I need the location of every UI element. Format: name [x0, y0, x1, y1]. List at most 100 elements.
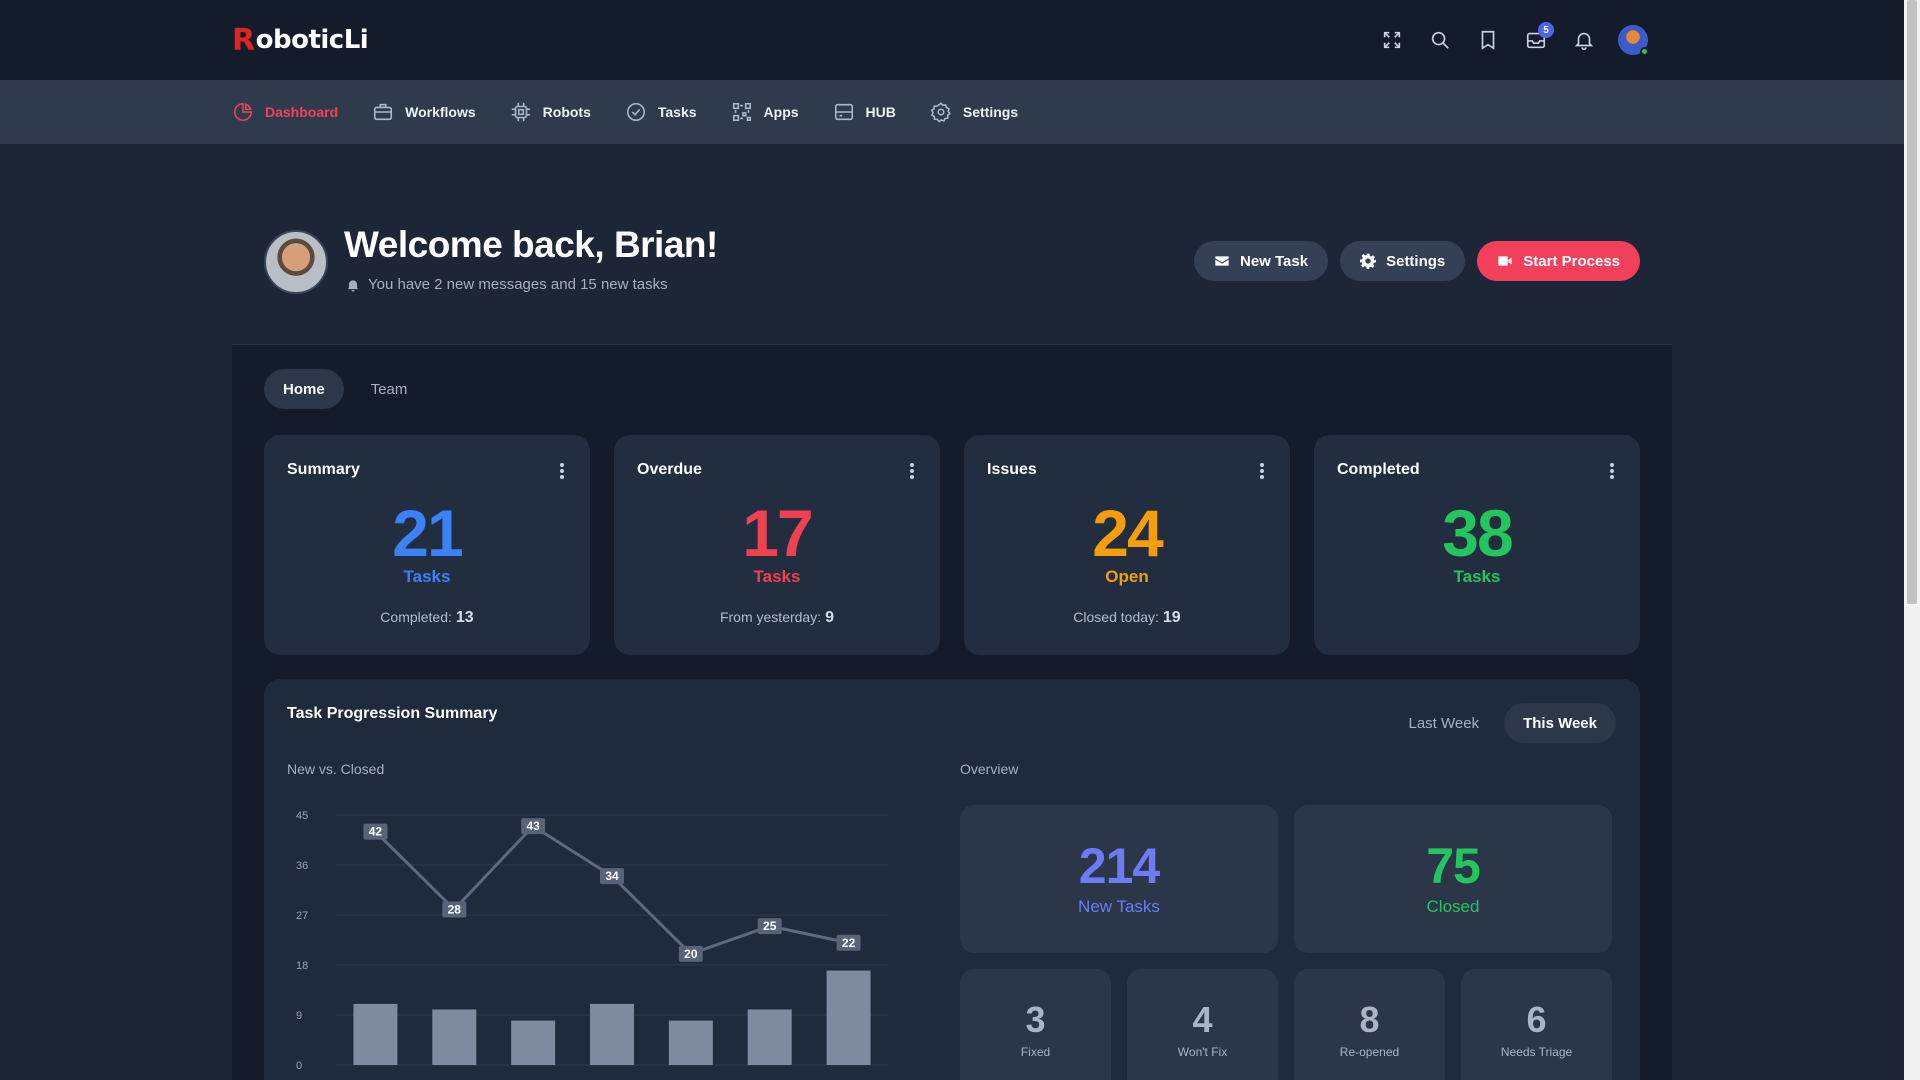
gear-icon	[930, 102, 951, 123]
new-task-label: New Task	[1240, 252, 1309, 270]
card-unit: Open	[1105, 567, 1149, 586]
stat-cards: Summary 21 Tasks Completed: 13 Overdue 17…	[264, 435, 1640, 655]
nav-item-workflows[interactable]: Workflows	[372, 101, 476, 123]
new-vs-closed-chart: 0918273645MonTueWedThuFriSatSun422843342…	[296, 810, 888, 1072]
check-circle-icon	[626, 102, 645, 122]
nav-item-hub[interactable]: HUB	[833, 101, 896, 123]
chip-icon	[511, 102, 530, 122]
issues-card: Issues 24 Open Closed today: 19	[964, 435, 1290, 655]
data-label: 34	[605, 869, 619, 883]
card-title: Completed	[1337, 461, 1420, 478]
card-footer-label: From yesterday:	[719, 609, 822, 625]
card-value: 24	[1092, 496, 1163, 570]
nav-item-dashboard[interactable]: Dashboard	[232, 101, 338, 123]
data-label: 20	[684, 947, 698, 961]
card-footer-label: Completed:	[380, 609, 452, 625]
y-tick-label: 0	[296, 1060, 302, 1072]
card-unit: Tasks	[403, 567, 451, 586]
scrollbar-thumb[interactable]	[1907, 0, 1917, 604]
inbox-icon[interactable]: 5	[1522, 22, 1554, 56]
fixed-label: Fixed	[1020, 1045, 1051, 1059]
user-avatar[interactable]	[1618, 25, 1649, 56]
data-label: 28	[448, 902, 462, 916]
bar	[826, 970, 871, 1065]
nav-item-settings[interactable]: Settings	[930, 101, 1018, 123]
nav-label: Dashboard	[265, 104, 339, 120]
bar	[432, 1009, 477, 1065]
tab-home[interactable]: Home	[264, 369, 344, 409]
new-tasks-tile: 214 New Tasks	[960, 805, 1278, 953]
nav-item-robots[interactable]: Robots	[510, 101, 591, 123]
view-tabs: Home Team	[264, 369, 426, 409]
nav-item-apps[interactable]: Apps	[731, 101, 799, 123]
logo-mark: R	[232, 22, 255, 58]
data-label: 43	[526, 819, 540, 833]
card-value: 38	[1442, 496, 1513, 570]
new-task-button[interactable]: New Task	[1194, 241, 1329, 281]
data-label-box	[836, 934, 861, 951]
card-value: 21	[392, 496, 463, 570]
fixed-tile: 3 Fixed	[960, 969, 1111, 1080]
top-bar: R oboticLi 5	[0, 0, 1904, 80]
card-footer-label: Closed today:	[1073, 609, 1159, 625]
settings-button[interactable]: Settings	[1340, 241, 1466, 281]
online-status-dot	[1640, 47, 1649, 56]
start-process-button[interactable]: Start Process	[1477, 241, 1640, 281]
more-icon[interactable]	[1260, 463, 1264, 479]
welcome-header: Welcome back, Brian! You have 2 new mess…	[232, 200, 1672, 345]
page-title: Welcome back, Brian!	[344, 224, 718, 265]
data-label: 25	[763, 919, 777, 933]
period-tabs: Last Week This Week	[1389, 703, 1616, 743]
needs-triage-value: 6	[1526, 999, 1547, 1040]
app-logo[interactable]: R oboticLi	[232, 22, 369, 58]
tab-team[interactable]: Team	[370, 380, 408, 398]
data-label-box	[600, 868, 624, 885]
server-icon	[834, 103, 853, 121]
closed-label: Closed	[1426, 897, 1480, 916]
y-tick-label: 45	[296, 810, 308, 822]
mail-icon	[1215, 256, 1229, 266]
card-footer: From yesterday: 9	[614, 609, 940, 627]
more-icon[interactable]	[1610, 463, 1614, 479]
data-label-box	[442, 901, 467, 918]
tab-this-week[interactable]: This Week	[1504, 703, 1616, 743]
gear-icon	[1360, 253, 1377, 269]
bell-icon[interactable]	[1570, 24, 1598, 56]
logo-text: oboticLi	[255, 25, 369, 55]
inbox-badge: 5	[1538, 22, 1554, 38]
search-icon[interactable]	[1426, 24, 1454, 56]
page-scrollbar[interactable]	[1904, 0, 1920, 1080]
bookmark-icon[interactable]	[1474, 24, 1502, 56]
welcome-subtitle-text: You have 2 new messages and 15 new tasks	[368, 276, 668, 293]
wont-fix-value: 4	[1192, 999, 1213, 1040]
more-icon[interactable]	[910, 463, 914, 479]
card-title: Overdue	[637, 461, 702, 478]
welcome-subtitle: You have 2 new messages and 15 new tasks	[346, 276, 668, 293]
fullscreen-icon[interactable]	[1378, 24, 1406, 56]
data-label-box	[757, 918, 782, 935]
data-label: 22	[842, 936, 856, 950]
bell-icon	[347, 279, 359, 291]
chart-label: New vs. Closed	[287, 761, 385, 777]
series-line	[374, 824, 849, 956]
nav-label: Apps	[763, 104, 799, 120]
wont-fix-tile: 4 Won't Fix	[1127, 969, 1278, 1080]
bar	[668, 1020, 713, 1065]
reopened-value: 8	[1359, 999, 1380, 1040]
data-label-box	[363, 823, 388, 840]
settings-label: Settings	[1386, 252, 1446, 270]
nav-label: Robots	[542, 104, 591, 120]
nav-item-tasks[interactable]: Tasks	[625, 101, 697, 123]
card-footer: Closed today: 19	[964, 609, 1290, 627]
bar	[511, 1020, 556, 1065]
data-label-box	[678, 945, 703, 962]
more-icon[interactable]	[560, 463, 564, 479]
panel-title: Task Progression Summary	[287, 705, 498, 722]
bar	[590, 1003, 634, 1065]
completed-card: Completed 38 Tasks	[1314, 435, 1640, 655]
y-tick-label: 36	[296, 860, 308, 872]
card-footer-value: 9	[825, 609, 835, 626]
nav-label: Settings	[962, 104, 1019, 120]
card-unit: Tasks	[1453, 567, 1501, 586]
tab-last-week[interactable]: Last Week	[1408, 714, 1480, 732]
